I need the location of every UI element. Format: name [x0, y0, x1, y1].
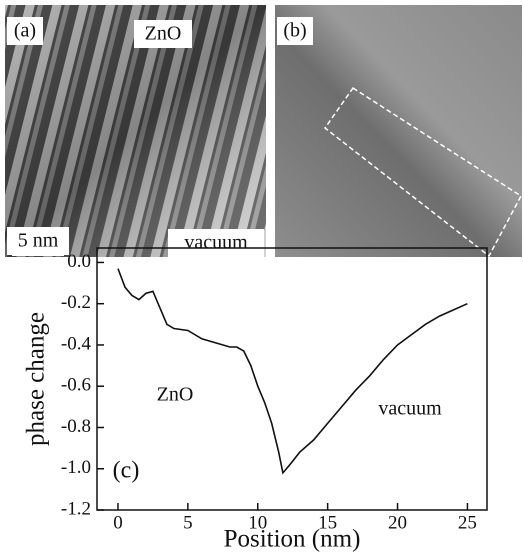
panel-label: (c): [113, 458, 140, 484]
data-line: [118, 269, 467, 473]
y-tick-label: -0.8: [61, 416, 91, 437]
y-tick-label: -0.2: [61, 292, 91, 313]
annotation: ZnO: [157, 384, 194, 406]
panel-label: (b): [283, 20, 306, 42]
figure: (a) ZnO 5 nm vacuum (b) 0.0 -0.2 -0.4 -0.6 -…: [0, 0, 524, 554]
x-tick-label: 0: [113, 512, 123, 533]
y-axis-label: phase change: [23, 312, 50, 446]
y-tick-label: -0.4: [61, 333, 92, 354]
y-tick-label: -1.0: [61, 457, 91, 478]
scale-bar: [12, 253, 64, 256]
x-tick-label: 20: [388, 512, 407, 533]
panel-label: (a): [14, 20, 36, 42]
scale-label: 5 nm: [18, 230, 59, 252]
x-tick-label: 25: [458, 512, 477, 533]
x-tick-label: 5: [183, 512, 193, 533]
annotation: vacuum: [378, 398, 442, 420]
region-label: vacuum: [184, 232, 248, 254]
panel-b: (b): [275, 5, 522, 257]
y-tick-label: -1.2: [61, 498, 91, 519]
x-axis-label: Position (nm): [224, 526, 361, 553]
material-label: ZnO: [145, 23, 182, 45]
panel-a: (a) ZnO 5 nm vacuum: [5, 5, 266, 257]
y-tick-label: 0.0: [67, 251, 91, 272]
y-tick-label: -0.6: [61, 375, 91, 396]
plot-frame: [97, 248, 487, 510]
